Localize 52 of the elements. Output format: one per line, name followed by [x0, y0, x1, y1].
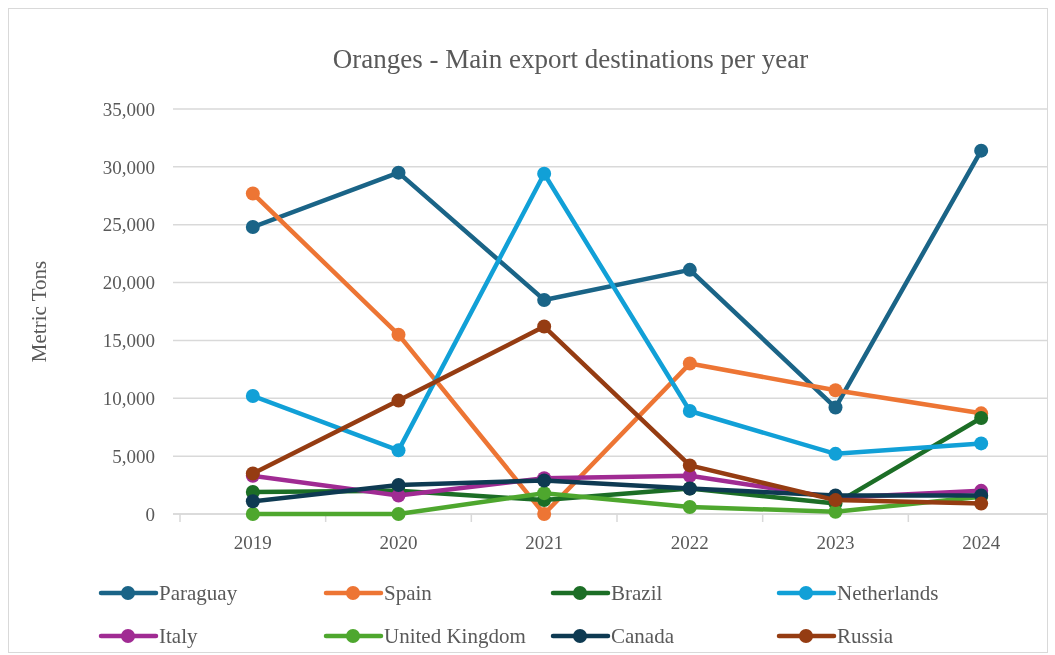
point — [682, 262, 697, 277]
point — [245, 494, 260, 509]
point — [391, 507, 406, 521]
point — [682, 500, 697, 515]
point — [974, 143, 989, 158]
point — [974, 410, 989, 425]
chart-title: Oranges - Main export destinations per year — [332, 44, 809, 74]
point — [245, 388, 260, 403]
legend-label: Paraguay — [159, 581, 238, 606]
point — [828, 446, 843, 461]
point — [245, 507, 260, 521]
point — [391, 165, 406, 180]
y-tick-label: 0 — [145, 503, 155, 525]
point — [537, 507, 552, 521]
point — [245, 220, 260, 235]
x-tick-label: 2020 — [379, 532, 418, 553]
point — [682, 458, 697, 473]
y-tick-label: 15,000 — [102, 330, 155, 352]
legend-label: Spain — [384, 581, 433, 606]
y-tick-label: 20,000 — [102, 272, 155, 294]
point — [828, 383, 843, 398]
point — [828, 400, 843, 415]
x-tick-label: 2021 — [525, 532, 564, 553]
point — [537, 486, 552, 501]
point — [391, 443, 406, 458]
x-tick-label: 2023 — [816, 532, 855, 553]
point — [974, 436, 989, 451]
legend-label: Italy — [159, 624, 198, 649]
point — [391, 393, 406, 408]
y-tick-label: 10,000 — [102, 387, 155, 409]
point — [391, 478, 406, 493]
point — [974, 496, 989, 511]
point — [245, 186, 260, 201]
x-tick-label: 2019 — [233, 532, 272, 553]
legend-label: Brazil — [611, 581, 663, 606]
legend-label: Netherlands — [837, 581, 939, 606]
legend-label: Canada — [611, 624, 675, 649]
x-tick-label: 2024 — [962, 532, 1001, 553]
point — [537, 166, 552, 181]
point — [682, 356, 697, 371]
legend-label: United Kingdom — [384, 624, 526, 649]
x-tick-label: 2022 — [670, 532, 709, 553]
point — [682, 404, 697, 419]
y-tick-label: 35,000 — [102, 98, 155, 120]
legend-label: Russia — [837, 624, 894, 649]
y-tick-label: 25,000 — [102, 214, 155, 236]
point — [391, 327, 406, 342]
point — [537, 319, 552, 334]
y-axis-title: Metric Tons — [27, 260, 51, 363]
y-tick-label: 5,000 — [112, 445, 155, 467]
y-tick-label: 30,000 — [102, 156, 155, 178]
point — [537, 292, 552, 307]
